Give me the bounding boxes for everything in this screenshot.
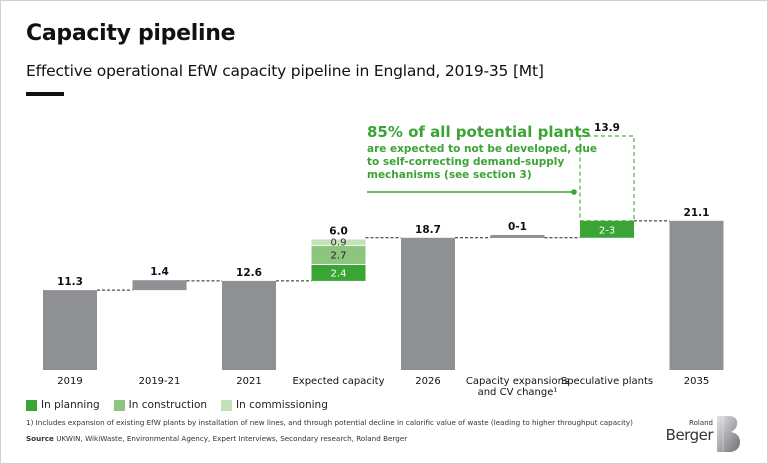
bar-total-2035	[669, 220, 724, 370]
logo-text-bottom: Berger	[665, 426, 714, 444]
bar-delta	[132, 280, 187, 291]
bar-delta-expansion	[490, 234, 545, 238]
category-label: Speculative plants	[561, 376, 653, 387]
logo-text-top: Roland	[689, 419, 713, 427]
bar-total-label: 6.0	[329, 225, 348, 237]
bar-value-label: 2-3	[599, 225, 615, 236]
category-label: and CV change¹	[478, 387, 558, 398]
bar-total-2026	[401, 237, 455, 370]
logo-b-icon	[717, 416, 740, 452]
source-label: Source	[26, 434, 54, 443]
category-label: Capacity expansions	[466, 376, 569, 387]
legend-item-in-commissioning: In commissioning	[221, 399, 328, 411]
page-title: Capacity pipeline	[26, 21, 236, 46]
segment-value-label: 2.4	[331, 268, 347, 279]
category-label: Expected capacity	[292, 376, 384, 387]
callout-line: mechanisms (see section 3)	[367, 169, 532, 181]
stack-segment-in-commissioning	[311, 239, 366, 245]
bar-total-2019	[43, 290, 97, 370]
bar-value-label: 21.1	[684, 207, 710, 219]
legend-swatch-in-commissioning	[221, 399, 233, 411]
bar-value-label: 11.3	[57, 276, 83, 288]
roland-berger-logo: Roland Berger	[666, 415, 743, 455]
category-label: 2019	[57, 376, 82, 387]
legend-swatch-in-construction	[113, 399, 125, 411]
segment-value-label: 2.7	[331, 250, 347, 261]
bar-value-label: 12.6	[236, 267, 262, 279]
bar-value-label: 0-1	[508, 221, 527, 233]
category-label: 2021	[236, 376, 261, 387]
category-label: 2035	[684, 376, 709, 387]
footnote: 1) Includes expansion of existing EfW pl…	[26, 418, 633, 427]
bar-delta-speculative	[580, 220, 634, 238]
legend-item-in-planning: In planning	[26, 399, 100, 411]
source-line: Source UKWIN, WikiWaste, Environmental A…	[26, 434, 407, 443]
waterfall-chart: 11.3 2019 1.4 2019-21 12.6 2021 2.4 2.70.96.0 Ex…	[43, 122, 724, 398]
legend-label: In commissioning	[236, 399, 328, 411]
legend-item-in-construction: In construction	[113, 399, 208, 411]
category-label: 2026	[415, 376, 440, 387]
callout-annotation: 85% of all potential plants are expected…	[367, 123, 607, 182]
callout-body: are expected to not be developed, due to…	[367, 143, 607, 182]
chart-subtitle: Effective operational EfW capacity pipel…	[26, 62, 544, 80]
legend-swatch-in-planning	[26, 399, 37, 411]
bar-total-2021	[222, 280, 276, 370]
callout-line: are expected to not be developed, due	[367, 143, 597, 155]
callout-connector-dot	[571, 189, 577, 195]
category-label: 2019-21	[139, 376, 181, 387]
stack-segment-in-planning	[311, 264, 366, 281]
bar-value-label: 18.7	[415, 224, 441, 236]
potential-total-label: 13.9	[594, 122, 620, 134]
callout-headline: 85% of all potential plants	[367, 123, 591, 141]
segment-value-label: 0.9	[331, 238, 347, 249]
bar-value-label: 1.4	[150, 266, 169, 278]
chart-legend: In planning In construction In commissio…	[26, 399, 328, 411]
callout-line: to self-correcting demand-supply	[367, 156, 565, 168]
legend-label: In construction	[128, 399, 208, 411]
stack-segment-in-construction	[311, 245, 366, 264]
source-text: UKWIN, WikiWaste, Environmental Agency, …	[56, 434, 408, 443]
title-underline	[26, 92, 64, 96]
legend-label: In planning	[41, 399, 100, 411]
